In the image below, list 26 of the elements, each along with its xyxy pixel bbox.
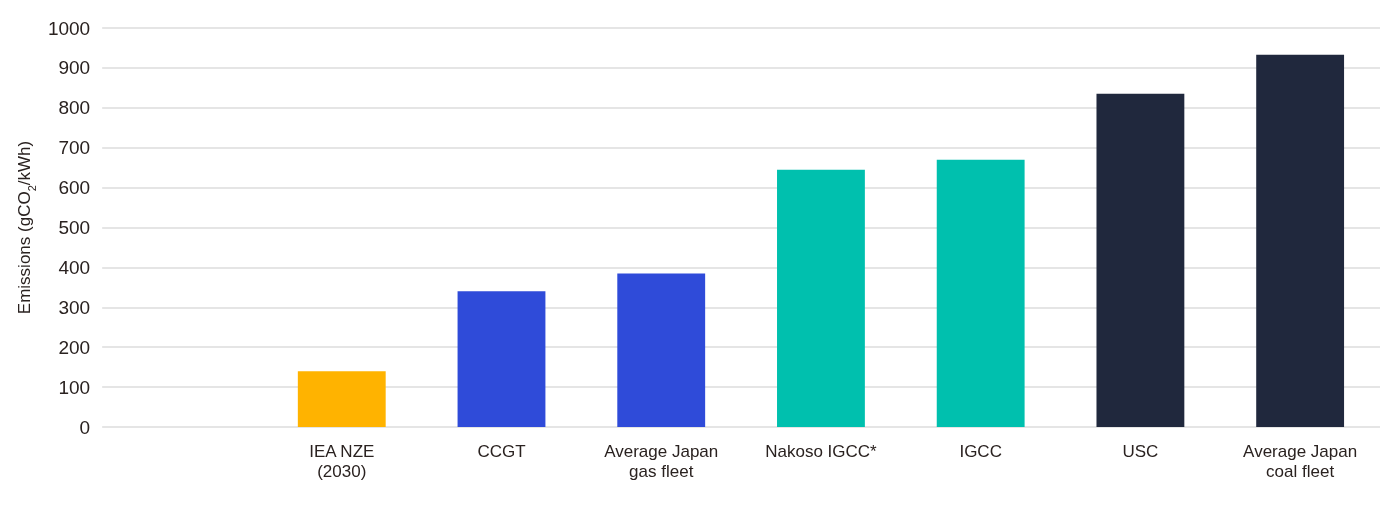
x-tick-label: Average Japan gas fleet — [604, 441, 719, 481]
bar — [297, 371, 386, 427]
bar — [1096, 93, 1185, 427]
y-tick-label: 100 — [58, 376, 91, 398]
x-tick-label: USC — [1122, 441, 1159, 461]
bar — [1256, 54, 1345, 427]
x-tick-label: IGCC — [959, 441, 1002, 461]
y-tick-label: 500 — [58, 217, 91, 238]
bar — [617, 273, 706, 427]
y-tick-label: 200 — [58, 336, 91, 358]
y-tick-label: 600 — [58, 177, 91, 199]
y-tick-label: 1000 — [47, 17, 91, 39]
y-tick-label: 700 — [58, 137, 91, 159]
y-tick-label: 400 — [58, 256, 91, 278]
y-tick-label: 0 — [79, 416, 91, 438]
bar — [457, 291, 546, 427]
y-tick-label: 900 — [58, 57, 91, 79]
bar — [936, 159, 1025, 427]
y-axis-title: Emissions (gCO2/kWh) — [15, 140, 38, 315]
y-tick-label: 300 — [58, 296, 91, 318]
bar — [777, 169, 865, 427]
x-tick-label: CCGT — [477, 441, 526, 461]
y-tick-label: 800 — [58, 97, 91, 119]
x-tick-label: Nakoso IGCC* — [765, 441, 878, 461]
x-tick-label: IEA NZE (2030) — [309, 441, 375, 481]
x-tick-label: Average Japan coal fleet — [1243, 441, 1358, 481]
